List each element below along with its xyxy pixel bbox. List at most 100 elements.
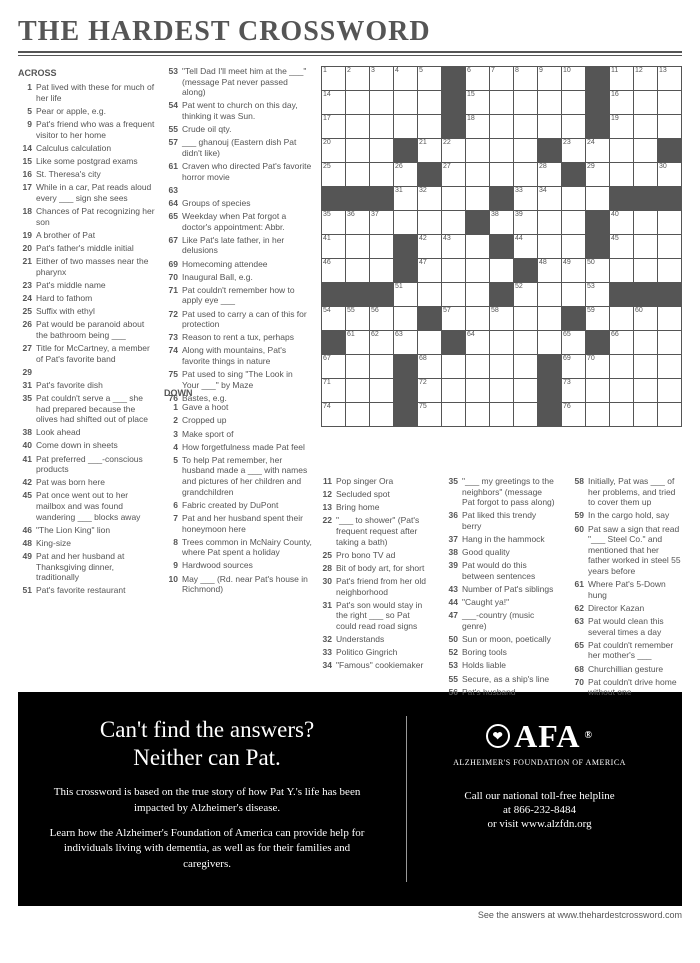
grid-cell xyxy=(394,91,418,115)
grid-cell: 54 xyxy=(322,307,346,331)
grid-cell xyxy=(466,235,490,259)
content-area: 1234567891011121314151617181920212223242… xyxy=(18,66,682,684)
grid-cell xyxy=(562,283,586,307)
grid-cell: 8 xyxy=(514,67,538,91)
grid-cell xyxy=(586,115,610,139)
grid-cell: 11 xyxy=(610,67,634,91)
grid-cell: 69 xyxy=(562,355,586,379)
grid-cell xyxy=(658,139,682,163)
clue: 62Director Kazan xyxy=(570,603,682,614)
grid-cell: 42 xyxy=(418,235,442,259)
grid-cell: 70 xyxy=(586,355,610,379)
grid-cell: 34 xyxy=(538,187,562,211)
clue: 19A brother of Pat xyxy=(18,230,156,241)
grid-cell: 44 xyxy=(514,235,538,259)
grid-cell: 67 xyxy=(322,355,346,379)
grid-cell xyxy=(562,163,586,187)
grid-cell xyxy=(538,139,562,163)
clue: 29 xyxy=(18,367,156,378)
clue: 35"___ my greetings to the neighbors" (m… xyxy=(444,476,556,508)
clue: 25Pro bono TV ad xyxy=(318,550,430,561)
grid-cell xyxy=(418,163,442,187)
grid-cell: 3 xyxy=(370,67,394,91)
grid-cell xyxy=(562,235,586,259)
clue: 14Calculus calculation xyxy=(18,143,156,154)
grid-cell xyxy=(490,355,514,379)
grid-cell xyxy=(538,235,562,259)
grid-cell: 58 xyxy=(490,307,514,331)
grid-cell xyxy=(658,235,682,259)
grid-cell: 19 xyxy=(610,115,634,139)
across-col-2: 53"Tell Dad I'll meet him at the ___" (m… xyxy=(164,66,312,406)
grid-cell xyxy=(442,283,466,307)
grid-cell: 74 xyxy=(322,403,346,427)
grid-cell xyxy=(514,403,538,427)
grid-cell: 41 xyxy=(322,235,346,259)
grid-cell xyxy=(586,331,610,355)
grid-cell xyxy=(370,379,394,403)
grid-cell: 46 xyxy=(322,259,346,283)
grid-cell xyxy=(370,403,394,427)
grid-cell xyxy=(610,379,634,403)
grid-cell xyxy=(658,115,682,139)
grid-cell xyxy=(610,403,634,427)
clue: 27Title for McCartney, a member of Pat's… xyxy=(18,343,156,364)
grid-cell: 68 xyxy=(418,355,442,379)
grid-cell xyxy=(586,211,610,235)
clue: 72Pat used to carry a can of this for pr… xyxy=(164,309,312,330)
grid-cell: 38 xyxy=(490,211,514,235)
grid-cell xyxy=(634,355,658,379)
grid-cell xyxy=(346,355,370,379)
clue: 54Pat went to church on this day, thinki… xyxy=(164,100,312,121)
grid-cell xyxy=(658,331,682,355)
grid-cell: 2 xyxy=(346,67,370,91)
grid-cell xyxy=(658,355,682,379)
grid-cell xyxy=(346,91,370,115)
grid-cell xyxy=(466,139,490,163)
grid-cell xyxy=(394,403,418,427)
grid-cell xyxy=(466,187,490,211)
afa-tagline: ALZHEIMER'S FOUNDATION OF AMERICA xyxy=(423,758,656,768)
grid-cell xyxy=(370,259,394,283)
grid-cell xyxy=(466,163,490,187)
grid-cell: 55 xyxy=(346,307,370,331)
grid-cell: 47 xyxy=(418,259,442,283)
clue: 9Pat's friend who was a frequent visitor… xyxy=(18,119,156,140)
grid-cell xyxy=(610,187,634,211)
grid-cell: 62 xyxy=(370,331,394,355)
grid-cell xyxy=(490,235,514,259)
grid-cell xyxy=(442,331,466,355)
grid-cell xyxy=(586,187,610,211)
grid-cell xyxy=(634,283,658,307)
grid-cell xyxy=(442,403,466,427)
crossword-grid: 1234567891011121314151617181920212223242… xyxy=(321,66,682,427)
clue: 61Craven who directed Pat's favorite hor… xyxy=(164,161,312,182)
grid-cell xyxy=(346,187,370,211)
grid-cell xyxy=(634,235,658,259)
grid-cell xyxy=(394,115,418,139)
grid-cell xyxy=(634,91,658,115)
grid-cell xyxy=(514,379,538,403)
clue: 55Crude oil qty. xyxy=(164,124,312,135)
clue: 34"Famous" cookiemaker xyxy=(318,660,430,671)
grid-cell xyxy=(538,91,562,115)
grid-cell: 20 xyxy=(322,139,346,163)
grid-cell xyxy=(370,283,394,307)
grid-cell: 76 xyxy=(562,403,586,427)
clue: 70Inaugural Ball, e.g. xyxy=(164,272,312,283)
grid-cell xyxy=(538,331,562,355)
grid-cell xyxy=(658,283,682,307)
clue: 21Either of two masses near the pharynx xyxy=(18,256,156,277)
grid-cell xyxy=(490,163,514,187)
grid-cell xyxy=(634,115,658,139)
grid-cell: 33 xyxy=(514,187,538,211)
clue: 1Gave a hoot xyxy=(164,402,312,413)
grid-cell xyxy=(562,211,586,235)
grid-cell xyxy=(586,403,610,427)
promo-divider xyxy=(406,716,407,882)
grid-cell: 30 xyxy=(658,163,682,187)
grid-cell xyxy=(442,355,466,379)
clue: 26Pat would be paranoid about the bathro… xyxy=(18,319,156,340)
clue: 12Secluded spot xyxy=(318,489,430,500)
grid-cell: 48 xyxy=(538,259,562,283)
